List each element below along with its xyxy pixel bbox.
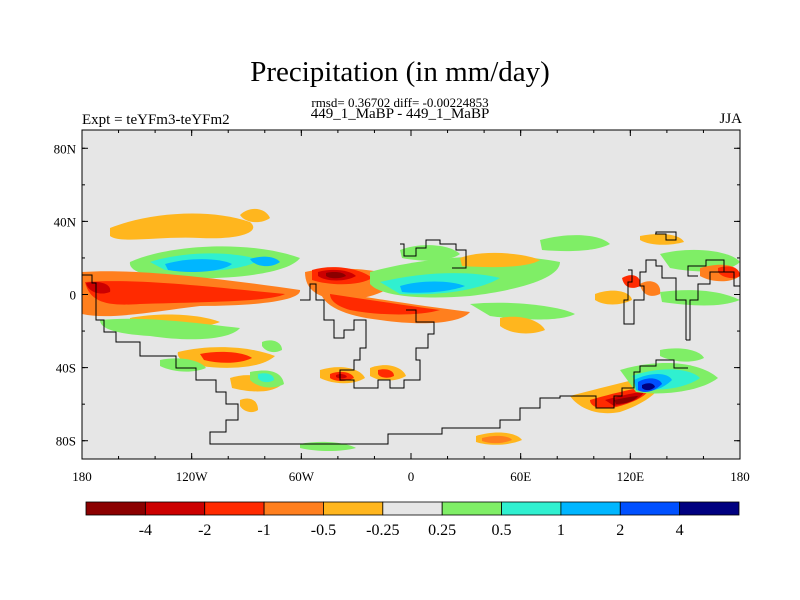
y-tick-label: 80N — [54, 141, 77, 156]
field-red-spac2 — [200, 351, 252, 363]
field-green-spac — [100, 318, 240, 340]
field-red-wpac2 — [640, 281, 661, 296]
colorbar-swatch — [323, 501, 384, 516]
colorbar-swatch — [382, 501, 443, 516]
statistics-label: rmsd= 0.36702 diff= -0.00224853 — [311, 95, 489, 110]
field-orange-atl2 — [500, 316, 545, 334]
field-darkred-sind2 — [614, 396, 638, 404]
field-blue-atl — [400, 281, 465, 293]
coast-north — [655, 231, 677, 241]
field-orange-nafr — [460, 252, 540, 268]
x-tick-label: 180 — [730, 469, 750, 484]
field-cyan-spac3 — [258, 373, 274, 383]
field-green-wpac2 — [660, 290, 740, 306]
field-orange-wpac — [595, 290, 632, 305]
x-tick-label: 0 — [408, 469, 415, 484]
colorbar-swatch — [263, 501, 324, 516]
field-darkred-itcz — [86, 282, 111, 294]
field-darkred-sam — [336, 373, 347, 379]
x-tick-label: 60W — [289, 469, 315, 484]
colorbar-swatch — [441, 501, 502, 516]
coast-asia — [586, 359, 688, 409]
colorbar-label: -0.5 — [311, 522, 336, 539]
colorbar-label: 1 — [557, 522, 565, 539]
colorbar-label: 4 — [676, 522, 684, 539]
x-tick-label: 120W — [176, 469, 209, 484]
field-orange-wpac2 — [640, 234, 684, 245]
coast-indonesia — [623, 259, 687, 340]
tick-marks — [81, 130, 741, 459]
x-tick-label: 120E — [617, 469, 645, 484]
field-blue-npac2 — [250, 256, 280, 267]
x-tick-label: 60E — [510, 469, 531, 484]
experiment-label: Expt = teYFm3-teYFm2 — [82, 112, 230, 128]
colorbar-label: 0.25 — [428, 522, 456, 539]
field-red-atl — [330, 294, 440, 315]
y-tick-label: 0 — [70, 288, 77, 303]
coast-north-america — [82, 274, 300, 445]
colorbar-label: -1 — [257, 522, 270, 539]
field-green-sam2 — [262, 340, 282, 353]
x-tick-label: 180 — [72, 469, 92, 484]
y-tick-label: 40S — [56, 361, 76, 376]
coast-mid-america — [300, 395, 586, 445]
field-orange-npac — [110, 213, 254, 240]
colorbar: -4 -2 -1 -0.5 -0.25 0.25 0.5 1 2 4 — [85, 501, 740, 539]
field-red-itcz — [85, 281, 285, 305]
field-green-asia — [540, 235, 610, 252]
anomaly-field-layer — [82, 208, 740, 451]
coastline-layer — [82, 231, 740, 445]
colorbar-label: 2 — [616, 522, 624, 539]
coast-south-america — [300, 283, 435, 389]
y-tick-label: 80S — [56, 434, 76, 449]
coast-east-edge — [724, 271, 740, 287]
field-darkred-central2 — [326, 272, 346, 279]
field-green-nafr — [400, 245, 460, 261]
colorbar-swatch — [560, 501, 621, 516]
colorbar-label: -0.25 — [366, 522, 399, 539]
season-label: JJA — [719, 111, 742, 127]
field-red-ant — [482, 435, 512, 444]
colorbar-swatch — [679, 501, 740, 516]
coast-africa — [400, 239, 467, 269]
field-red-satl — [378, 369, 394, 378]
colorbar-label: -4 — [139, 522, 152, 539]
tick-labels: 180 120W 60W 0 60E 120E 180 80N 40N 0 40S 80S — [54, 141, 750, 484]
colorbar-label: -2 — [198, 522, 211, 539]
field-navy-aus — [642, 383, 655, 391]
colorbar-swatch — [85, 501, 146, 516]
case-names-label: 449_1_MaBP - 449_1_MaBP — [310, 106, 490, 122]
field-orange-npac2 — [240, 208, 270, 223]
y-tick-label: 40N — [54, 214, 77, 229]
coast-east — [686, 259, 725, 341]
field-green-aus2 — [660, 348, 704, 362]
colorbar-label: 0.5 — [492, 522, 512, 539]
colorbar-swatch — [204, 501, 265, 516]
field-green-atl2 — [470, 302, 575, 320]
field-orange-sam2 — [240, 398, 258, 413]
field-blue-npac — [165, 259, 232, 272]
colorbar-swatch — [144, 501, 206, 516]
colorbar-swatch — [501, 501, 562, 516]
colorbar-swatch — [619, 501, 681, 516]
chart-title: Precipitation (in mm/day) — [250, 56, 550, 88]
